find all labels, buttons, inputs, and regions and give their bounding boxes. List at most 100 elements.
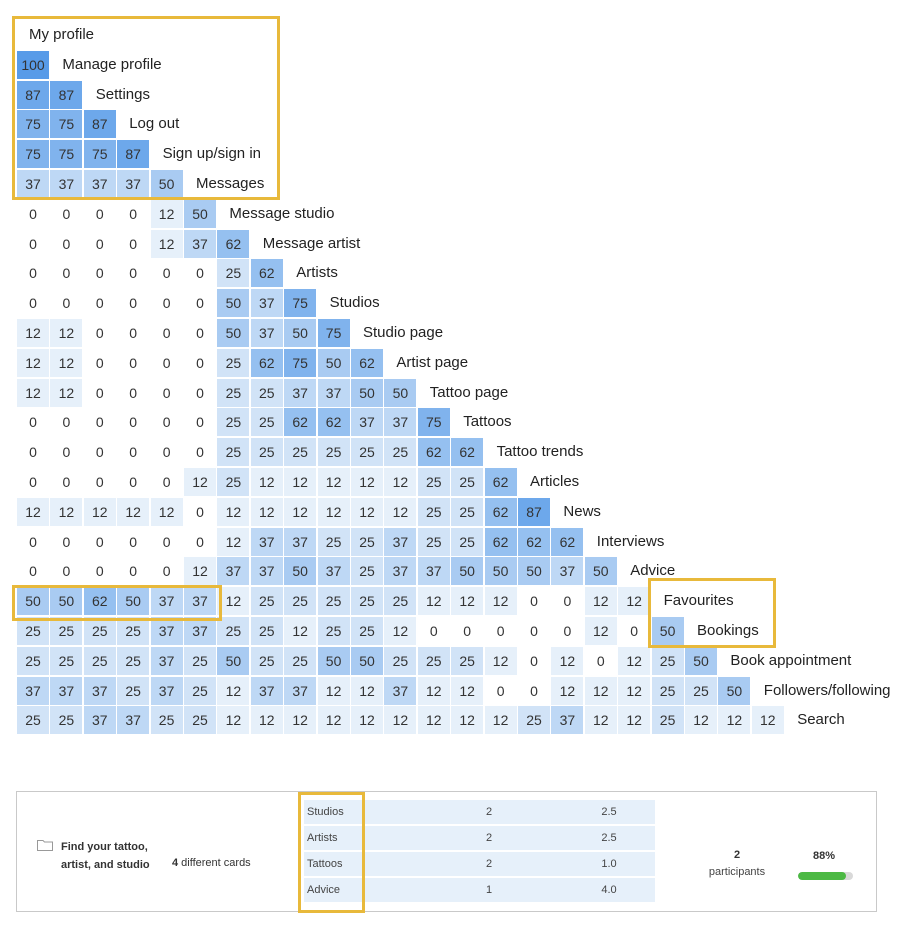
matrix-cell: 0 bbox=[129, 265, 138, 282]
matrix-cell: 100 bbox=[17, 50, 49, 79]
matrix-cell: 0 bbox=[530, 682, 538, 699]
matrix-cell: 25 bbox=[351, 617, 383, 645]
matrix-cell: 50 bbox=[17, 587, 49, 616]
matrix-cell: 0 bbox=[129, 354, 138, 371]
matrix-cell: 25 bbox=[351, 587, 383, 616]
matrix-cell: 25 bbox=[417, 497, 450, 526]
matrix-cell: 62 bbox=[551, 527, 584, 556]
matrix-cell: 12 bbox=[150, 229, 183, 258]
matrix-cell: 0 bbox=[196, 444, 204, 461]
matrix-cell: 25 bbox=[317, 527, 350, 556]
matrix-cell: 12 bbox=[351, 706, 383, 735]
matrix-cell: 12 bbox=[317, 497, 350, 526]
matrix-cell: 0 bbox=[95, 205, 104, 222]
matrix-cell: 50 bbox=[584, 557, 617, 586]
matrix-cell: 0 bbox=[62, 295, 71, 312]
matrix-cell: 62 bbox=[484, 468, 517, 496]
matrix-cell: 0 bbox=[162, 265, 171, 282]
matrix-cell: 0 bbox=[496, 682, 505, 699]
matrix-cell: 0 bbox=[596, 652, 605, 669]
matrix-cell: 62 bbox=[351, 348, 383, 377]
matrix-cell: 25 bbox=[250, 438, 283, 467]
matrix-cell: 62 bbox=[451, 438, 484, 467]
matrix-cell: 12 bbox=[284, 468, 317, 496]
matrix-cell: 0 bbox=[129, 444, 138, 461]
matrix-cell: 0 bbox=[129, 384, 138, 401]
matrix-cell: 37 bbox=[384, 676, 417, 705]
matrix-cell: 0 bbox=[62, 474, 71, 490]
matrix-cell: 25 bbox=[150, 706, 183, 735]
matrix-cell: 12 bbox=[618, 646, 651, 675]
matrix-cell: 12 bbox=[384, 706, 417, 735]
matrix-cell: 12 bbox=[751, 706, 784, 735]
matrix-cell: 12 bbox=[50, 319, 83, 347]
row-label: Tattoo page bbox=[429, 383, 509, 401]
matrix-cell: 12 bbox=[584, 706, 617, 735]
matrix-cell: 87 bbox=[17, 80, 49, 109]
matrix-cell: 12 bbox=[217, 676, 250, 705]
category-card[interactable]: Find your tattoo, artist, and studio 4 d… bbox=[16, 791, 877, 913]
matrix-cell: 0 bbox=[162, 325, 171, 341]
matrix-cell: 37 bbox=[384, 527, 417, 556]
row-label: Interviews bbox=[596, 532, 665, 550]
matrix-cell: 12 bbox=[184, 468, 216, 496]
matrix-cell: 0 bbox=[129, 295, 138, 312]
matrix-cell: 0 bbox=[29, 265, 37, 282]
matrix-cell: 0 bbox=[129, 563, 138, 580]
matrix-cell: 37 bbox=[384, 557, 417, 586]
matrix-cell: 50 bbox=[351, 378, 383, 407]
matrix-cell: 0 bbox=[162, 444, 171, 461]
matrix-cell: 0 bbox=[196, 414, 204, 431]
matrix-cell: 0 bbox=[530, 623, 538, 639]
matrix-cell: 25 bbox=[351, 438, 383, 467]
matrix-cell: 50 bbox=[284, 557, 317, 586]
matrix-cell: 50 bbox=[718, 676, 751, 705]
folder-icon bbox=[37, 840, 53, 851]
category-average: 2.5 bbox=[601, 806, 617, 818]
matrix-cell: 25 bbox=[117, 646, 150, 675]
matrix-cell: 37 bbox=[384, 408, 417, 437]
matrix-cell: 12 bbox=[317, 468, 350, 496]
matrix-cell: 0 bbox=[162, 414, 171, 431]
matrix-cell: 62 bbox=[284, 408, 317, 437]
matrix-cell: 50 bbox=[150, 170, 183, 198]
matrix-cell: 25 bbox=[17, 706, 49, 735]
matrix-cell: 12 bbox=[317, 676, 350, 705]
category-average: 2.5 bbox=[601, 832, 617, 844]
matrix-cell: 37 bbox=[551, 706, 584, 735]
matrix-cell: 12 bbox=[284, 617, 317, 645]
category-name: Tattoos bbox=[307, 858, 343, 870]
agreement-percent: 88% bbox=[812, 850, 836, 862]
matrix-cell: 62 bbox=[484, 497, 517, 526]
matrix-cell: 12 bbox=[184, 557, 216, 586]
matrix-cell: 25 bbox=[17, 617, 49, 645]
matrix-cell: 0 bbox=[62, 265, 71, 282]
matrix-cell: 0 bbox=[530, 593, 538, 610]
matrix-cell: 0 bbox=[95, 295, 104, 312]
category-name: Advice bbox=[307, 884, 341, 896]
row-label: Messages bbox=[196, 175, 265, 192]
matrix-cell: 75 bbox=[50, 140, 83, 169]
matrix-cell: 0 bbox=[62, 235, 71, 252]
matrix-cell: 25 bbox=[451, 646, 484, 675]
row-label: Studio page bbox=[363, 324, 444, 341]
matrix-cell: 25 bbox=[217, 408, 250, 437]
matrix-cell: 12 bbox=[50, 497, 83, 526]
matrix-cell: 50 bbox=[518, 557, 550, 586]
matrix-cell: 12 bbox=[551, 646, 584, 675]
matrix-cell: 62 bbox=[250, 348, 283, 377]
matrix-cell: 0 bbox=[29, 205, 37, 222]
matrix-cell: 37 bbox=[284, 378, 317, 407]
matrix-cell: 50 bbox=[184, 199, 216, 228]
matrix-cell: 25 bbox=[685, 676, 717, 705]
matrix-cell: 25 bbox=[83, 646, 116, 675]
matrix-cell: 62 bbox=[518, 527, 550, 556]
category-name: Artists bbox=[307, 832, 338, 844]
matrix-cell: 75 bbox=[17, 110, 49, 139]
matrix-cell: 12 bbox=[484, 706, 517, 735]
matrix-cell: 87 bbox=[50, 80, 83, 109]
matrix-cell: 75 bbox=[284, 289, 317, 318]
matrix-cell: 50 bbox=[217, 319, 250, 347]
row-label: Sign up/sign in bbox=[162, 145, 261, 163]
row-label: News bbox=[563, 502, 601, 520]
